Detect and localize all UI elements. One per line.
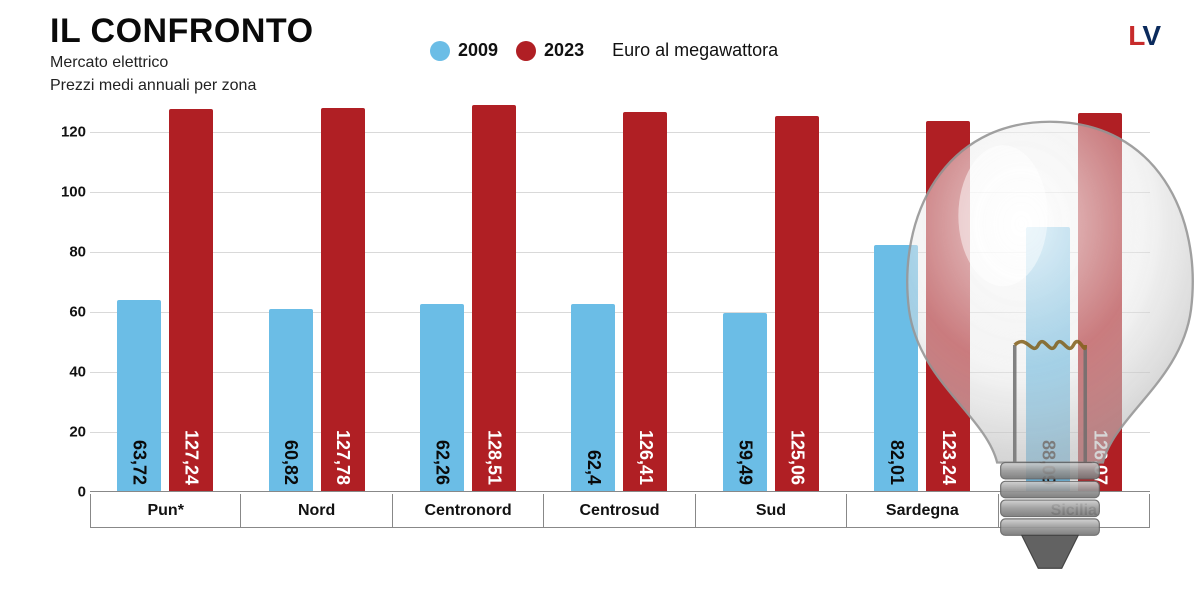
bar-value-label: 127,78 [332, 430, 353, 485]
legend-dot-2009 [430, 41, 450, 61]
bar-group: 82,01 123,24 [847, 102, 998, 491]
bar-value-label: 82,01 [886, 440, 907, 485]
bar-value-label: 123,24 [938, 430, 959, 485]
bar-group: 60,82 127,78 [241, 102, 392, 491]
bar-chart: 0 20 40 60 80 100 120 63,72 127,24 60,82 127,78 62… [50, 102, 1150, 532]
chart-subtitle-2: Prezzi medi annuali per zona [50, 76, 314, 97]
plot-area: 63,72 127,24 60,82 127,78 62,26 128,51 62,4 126… [90, 102, 1150, 492]
y-tick: 120 [50, 124, 86, 141]
chart-subtitle-1: Mercato elettrico [50, 53, 314, 74]
y-tick: 60 [50, 304, 86, 321]
bar-2023: 125,06 [775, 116, 819, 491]
bar-group: 62,26 128,51 [393, 102, 544, 491]
brand-logo: LV [1128, 20, 1160, 52]
y-tick: 80 [50, 244, 86, 261]
legend-dot-2023 [516, 41, 536, 61]
bar-value-label: 125,06 [786, 430, 807, 485]
legend-item-2023: 2023 [516, 40, 584, 61]
x-category-label: Pun* [90, 494, 241, 528]
bar-2023: 126,41 [623, 112, 667, 491]
bar-group: 63,72 127,24 [90, 102, 241, 491]
bar-2009: 62,26 [420, 304, 464, 491]
bar-2023: 127,24 [169, 109, 213, 491]
bar-value-label: 88,09 [1037, 440, 1058, 485]
bar-2009: 59,49 [723, 313, 767, 491]
bar-2009: 60,82 [269, 309, 313, 491]
legend: 2009 2023 Euro al megawattora [430, 40, 778, 61]
y-tick: 40 [50, 364, 86, 381]
x-category-label: Nord [241, 494, 392, 528]
y-tick: 0 [50, 484, 86, 501]
bar-group: 59,49 125,06 [696, 102, 847, 491]
x-category-label: Centronord [393, 494, 544, 528]
x-category-label: Sardegna [847, 494, 998, 528]
bar-value-label: 62,26 [432, 440, 453, 485]
chart-title: IL CONFRONTO [50, 12, 314, 51]
logo-l: L [1128, 20, 1142, 51]
bar-value-label: 60,82 [280, 440, 301, 485]
bar-2009: 82,01 [874, 245, 918, 491]
bar-value-label: 127,24 [181, 430, 202, 485]
bar-value-label: 126,07 [1089, 430, 1110, 485]
bar-value-label: 63,72 [129, 440, 150, 485]
bar-2023: 126,07 [1078, 113, 1122, 491]
x-category-label: Sicilia [999, 494, 1150, 528]
bar-group: 62,4 126,41 [544, 102, 695, 491]
y-tick: 100 [50, 184, 86, 201]
bar-value-label: 59,49 [734, 440, 755, 485]
bar-2023: 123,24 [926, 121, 970, 491]
y-tick: 20 [50, 424, 86, 441]
legend-item-2009: 2009 [430, 40, 498, 61]
logo-v: V [1142, 20, 1160, 51]
bar-2009: 63,72 [117, 300, 161, 491]
bar-value-label: 126,41 [635, 430, 656, 485]
bar-value-label: 128,51 [484, 430, 505, 485]
legend-label-2009: 2009 [458, 40, 498, 61]
bar-group: 88,09 126,07 [999, 102, 1150, 491]
x-category-label: Sud [696, 494, 847, 528]
bar-2023: 127,78 [321, 108, 365, 491]
bar-2009: 88,09 [1026, 227, 1070, 491]
x-axis: Pun*NordCentronordCentrosudSudSardegnaSi… [90, 494, 1150, 528]
x-category-label: Centrosud [544, 494, 695, 528]
bar-2009: 62,4 [571, 304, 615, 491]
bar-value-label: 62,4 [583, 450, 604, 485]
legend-label-2023: 2023 [544, 40, 584, 61]
bar-2023: 128,51 [472, 105, 516, 491]
legend-unit: Euro al megawattora [612, 40, 778, 61]
